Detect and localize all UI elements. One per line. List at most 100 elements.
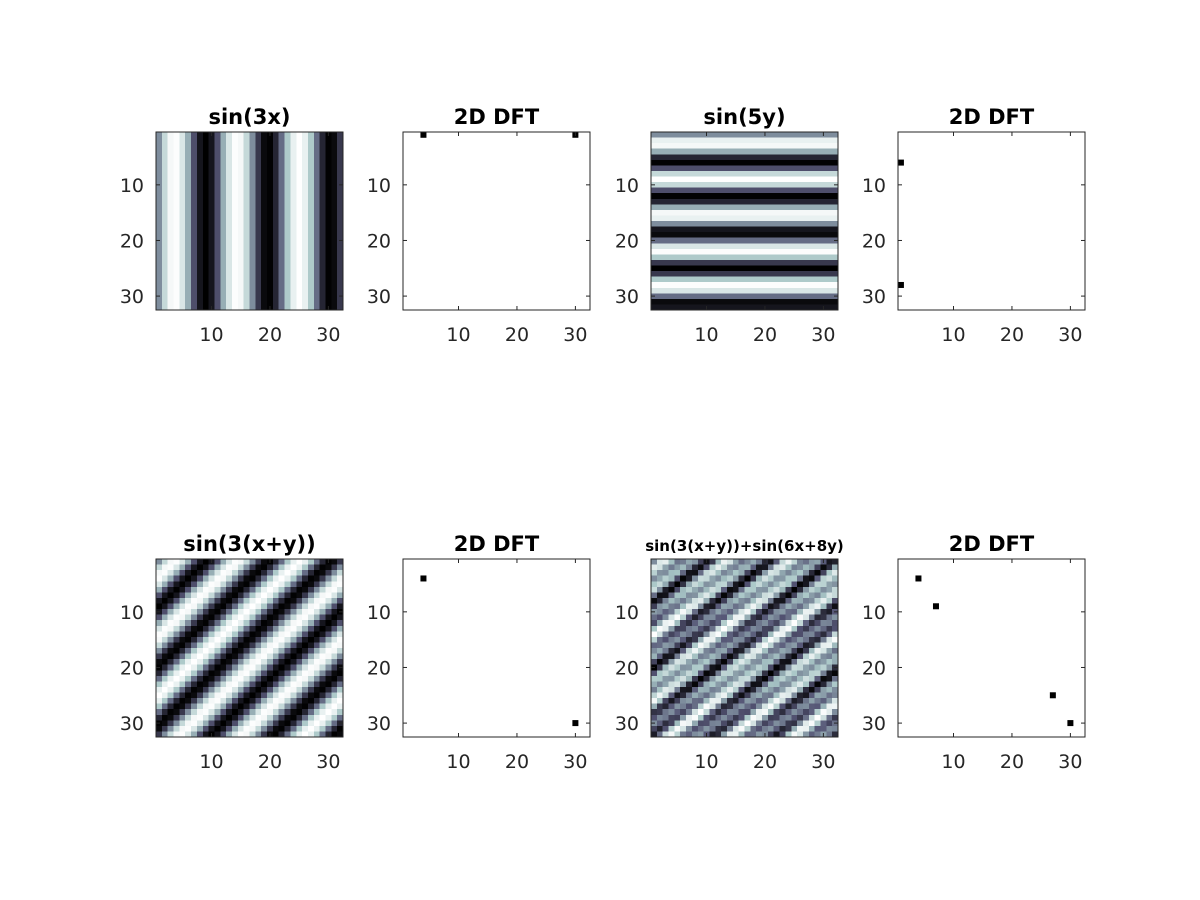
heatmap-cell — [191, 570, 198, 577]
heatmap-cell — [762, 159, 769, 166]
heatmap-cell — [820, 714, 827, 721]
heatmap-cell — [337, 282, 344, 289]
heatmap-cell — [738, 259, 745, 266]
heatmap-cell — [272, 642, 280, 649]
heatmap-cell — [290, 193, 297, 200]
heatmap-cell — [202, 170, 209, 177]
heatmap-cell — [278, 282, 285, 289]
heatmap-cell — [226, 725, 233, 732]
heatmap-cell — [738, 731, 745, 738]
heatmap-cell — [767, 215, 775, 222]
heatmap-cell — [721, 581, 728, 588]
heatmap-cell — [325, 670, 332, 677]
heatmap-cell — [255, 243, 262, 250]
heatmap-cell — [826, 232, 833, 239]
heatmap-cell — [226, 204, 233, 211]
heatmap-cell — [185, 198, 192, 205]
heatmap-cell — [331, 725, 338, 732]
heatmap-cell — [785, 731, 792, 738]
heatmap-cell — [674, 620, 681, 627]
heatmap-cell — [220, 575, 227, 582]
heatmap-cell — [802, 603, 810, 610]
heatmap-cell — [196, 675, 204, 682]
heatmap-cell — [656, 259, 664, 266]
heatmap-cell — [202, 154, 209, 161]
heatmap-cell — [814, 148, 821, 155]
heatmap-cell — [732, 271, 739, 277]
heatmap-cell — [220, 265, 227, 272]
heatmap-cell — [709, 714, 716, 721]
heatmap-cell — [715, 559, 722, 565]
heatmap-cell — [773, 714, 780, 721]
heatmap-cell — [662, 686, 669, 693]
heatmap-cell — [278, 703, 285, 710]
heatmap-cell — [302, 564, 309, 571]
heatmap-cell — [732, 681, 739, 688]
heatmap-cell — [715, 586, 722, 593]
x-tick-label: 20 — [505, 324, 529, 346]
heatmap-cell — [296, 703, 303, 710]
heatmap-cell — [656, 226, 664, 233]
heatmap-cell — [674, 586, 681, 593]
heatmap-cell — [331, 259, 338, 266]
heatmap-cell — [715, 159, 722, 166]
heatmap-cell — [319, 648, 326, 654]
heatmap-cell — [214, 636, 221, 643]
heatmap-cell — [302, 165, 309, 172]
heatmap-cell — [662, 586, 669, 593]
heatmap-cell — [191, 204, 198, 211]
heatmap-cell — [762, 254, 769, 261]
heatmap-cell — [261, 259, 268, 266]
heatmap-cell — [243, 137, 250, 144]
heatmap-cell — [738, 597, 745, 604]
heatmap-cell — [691, 597, 699, 604]
heatmap-cell — [337, 165, 344, 172]
heatmap-cell — [237, 703, 244, 710]
heatmap-cell — [826, 709, 833, 716]
heatmap-cell — [156, 154, 163, 161]
heatmap-cell — [196, 659, 204, 666]
heatmap-cell — [686, 636, 693, 643]
heatmap-cell — [307, 597, 315, 604]
heatmap-cell — [703, 298, 710, 305]
heatmap-cell — [226, 132, 233, 138]
heatmap-cell — [284, 675, 291, 682]
heatmap-cell — [709, 159, 716, 166]
heatmap-cell — [267, 631, 274, 638]
heatmap-cell — [767, 132, 775, 138]
heatmap-cell — [179, 287, 186, 294]
heatmap-cell — [767, 204, 775, 211]
heatmap-cell — [732, 670, 739, 677]
heatmap-cell — [797, 165, 804, 172]
heatmap-cell — [726, 226, 734, 233]
heatmap-cell — [656, 614, 664, 621]
heatmap-cell — [196, 143, 204, 150]
heatmap-cell — [243, 209, 250, 216]
heatmap-cell — [750, 670, 757, 677]
x-tick-label: 30 — [316, 751, 340, 773]
heatmap-cell — [313, 248, 320, 255]
heatmap-cell — [726, 564, 734, 571]
heatmap-cell — [272, 209, 280, 216]
heatmap-cell — [773, 287, 780, 294]
heatmap-cell — [814, 193, 821, 200]
heatmap-cell — [214, 287, 221, 294]
heatmap-cell — [832, 204, 839, 211]
heatmap-cell — [307, 304, 315, 311]
heatmap-cell — [290, 575, 297, 582]
heatmap-cell — [161, 204, 169, 211]
heatmap-cell — [179, 714, 186, 721]
heatmap-cell — [220, 586, 227, 593]
heatmap-cell — [703, 642, 710, 649]
heatmap-cell — [709, 703, 716, 710]
heatmap-cell — [680, 215, 687, 222]
heatmap-cell — [651, 575, 658, 582]
heatmap-cell — [744, 570, 751, 577]
heatmap-cell — [249, 209, 256, 216]
heatmap-cell — [237, 259, 244, 266]
heatmap-cell — [179, 692, 186, 699]
heatmap-cell — [296, 209, 303, 216]
heatmap-cell — [662, 193, 669, 200]
heatmap-cell — [709, 575, 716, 582]
